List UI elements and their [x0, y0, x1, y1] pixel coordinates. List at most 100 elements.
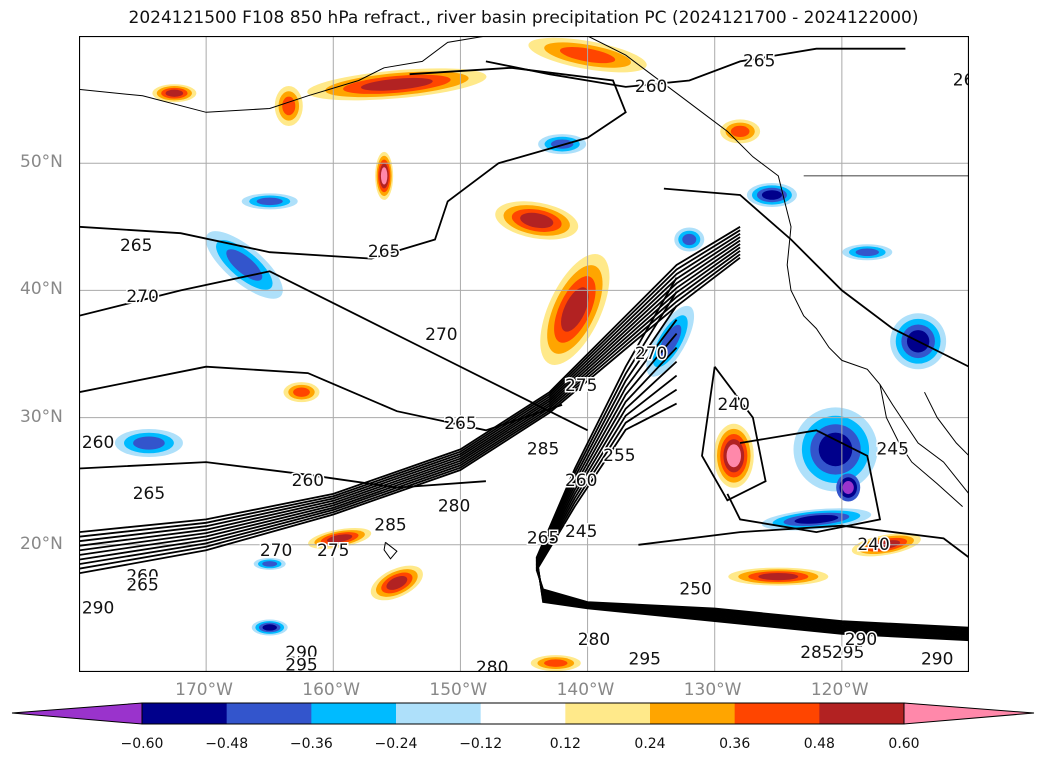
longitude-tick-label: 120°W	[810, 680, 869, 700]
contour-label: 295	[285, 656, 317, 672]
precip-anomaly-patch	[386, 576, 408, 590]
colorbar-tick-label: −0.48	[205, 736, 249, 752]
precip-anomaly-patch	[794, 514, 839, 524]
longitude-tick-label: 140°W	[556, 680, 615, 700]
contour-label: 290	[921, 649, 953, 669]
contour-line	[535, 388, 969, 630]
precip-anomaly-patch	[544, 659, 568, 667]
colorbar-tick-label: −0.60	[120, 736, 164, 752]
contour-line	[535, 333, 969, 636]
precip-anomaly-patch	[133, 436, 165, 450]
contour-line	[79, 239, 741, 552]
contour-line	[535, 402, 969, 629]
contour-label: 265	[368, 242, 400, 262]
contour-label: 260	[82, 433, 114, 453]
colorbar-tick-label: 0.48	[803, 736, 835, 752]
contour-label: 290	[845, 630, 877, 650]
contour-label: 270	[635, 344, 667, 364]
contour-line	[535, 277, 969, 642]
contour-line	[79, 232, 741, 543]
contour-line	[535, 305, 969, 639]
contour-line	[79, 253, 741, 570]
precip-anomaly-patch	[262, 624, 277, 631]
colorbar-under-arrow	[11, 702, 143, 725]
precip-anomaly-patch	[165, 89, 184, 97]
latitude-tick-label: 40°N	[20, 279, 63, 300]
colorbar-segment	[650, 703, 736, 724]
graticule	[79, 36, 969, 672]
contour-line	[79, 365, 563, 432]
contour-label: 295	[832, 643, 864, 663]
contour-line	[535, 291, 969, 640]
colorbar-segment	[565, 703, 651, 724]
contour-line	[726, 429, 882, 534]
latitude-tick-label: 20°N	[20, 533, 63, 554]
contour-label: 260	[565, 471, 597, 491]
longitude-tick-label: 160°W	[302, 680, 361, 700]
precip-anomaly-patch	[758, 573, 799, 581]
contour-label: 290	[285, 643, 317, 663]
contour-label: 265	[743, 51, 775, 71]
contour-line	[79, 226, 741, 533]
precip-anomaly-patch	[818, 432, 853, 467]
contour-line	[79, 270, 589, 432]
contour-label: 255	[603, 446, 635, 466]
contour-line	[535, 374, 969, 632]
contour-line	[535, 360, 969, 633]
contour-label: 265	[126, 576, 158, 596]
precip-anomaly-patch	[682, 233, 697, 246]
contour-line	[79, 236, 741, 547]
precip-anomaly-patch	[226, 249, 263, 281]
contour-label: 245	[876, 439, 908, 459]
contour-label: 270	[260, 541, 292, 561]
colorbar-tick-label: 0.12	[549, 736, 581, 752]
contour-line	[535, 319, 969, 637]
contour-line	[663, 187, 969, 368]
contour-label: 280	[476, 658, 508, 672]
contour-label: 250	[679, 579, 711, 599]
contour-label: 240	[857, 535, 889, 555]
colorbar-tick-label: 0.36	[719, 736, 751, 752]
colorbar-segment	[734, 703, 820, 724]
map-frame	[79, 36, 969, 672]
precip-anomaly-patch	[730, 125, 750, 137]
contour-label: 260	[635, 77, 667, 97]
precip-anomaly-patch	[842, 481, 854, 495]
precip-anomaly-patch	[561, 287, 589, 332]
precip-anomaly-patch	[520, 212, 554, 229]
latitude-tick-label: 50°N	[20, 152, 63, 173]
colorbar-segment	[480, 703, 566, 724]
colorbar-tick-label: 0.24	[634, 736, 666, 752]
contour-label: 265	[444, 414, 476, 434]
longitude-tick-label: 130°W	[683, 680, 742, 700]
precip-anomaly-patch	[256, 197, 283, 206]
latitude-tick-label: 30°N	[20, 406, 63, 427]
precip-anomaly-patch	[262, 561, 278, 567]
refractivity-contours	[79, 47, 969, 642]
colorbar-tick-label: −0.24	[374, 736, 418, 752]
precip-anomaly-patch	[293, 387, 310, 397]
colorbar	[11, 702, 1035, 725]
colorbar-segment	[142, 703, 228, 724]
contour-label: 290	[82, 598, 114, 618]
contour-label: 260	[126, 567, 158, 587]
precip-anomaly-patch	[360, 77, 433, 91]
contour-label: 280	[578, 630, 610, 650]
contour-line	[79, 461, 486, 489]
contour-line	[79, 246, 741, 561]
contour-line	[535, 346, 969, 635]
contour-label: 265	[120, 236, 152, 256]
colorbar-tick-label: 0.60	[888, 736, 920, 752]
colorbar-segment	[226, 703, 312, 724]
contour-line	[79, 256, 741, 575]
contour-label: 270	[126, 287, 158, 307]
contour-label: 275	[565, 376, 597, 396]
contour-label: 265	[133, 484, 165, 504]
precip-anomaly-patch	[855, 248, 879, 256]
colorbar-segment	[819, 703, 905, 724]
contour-label: 270	[425, 325, 457, 345]
coastline	[79, 36, 969, 560]
contour-label: 275	[317, 541, 349, 561]
